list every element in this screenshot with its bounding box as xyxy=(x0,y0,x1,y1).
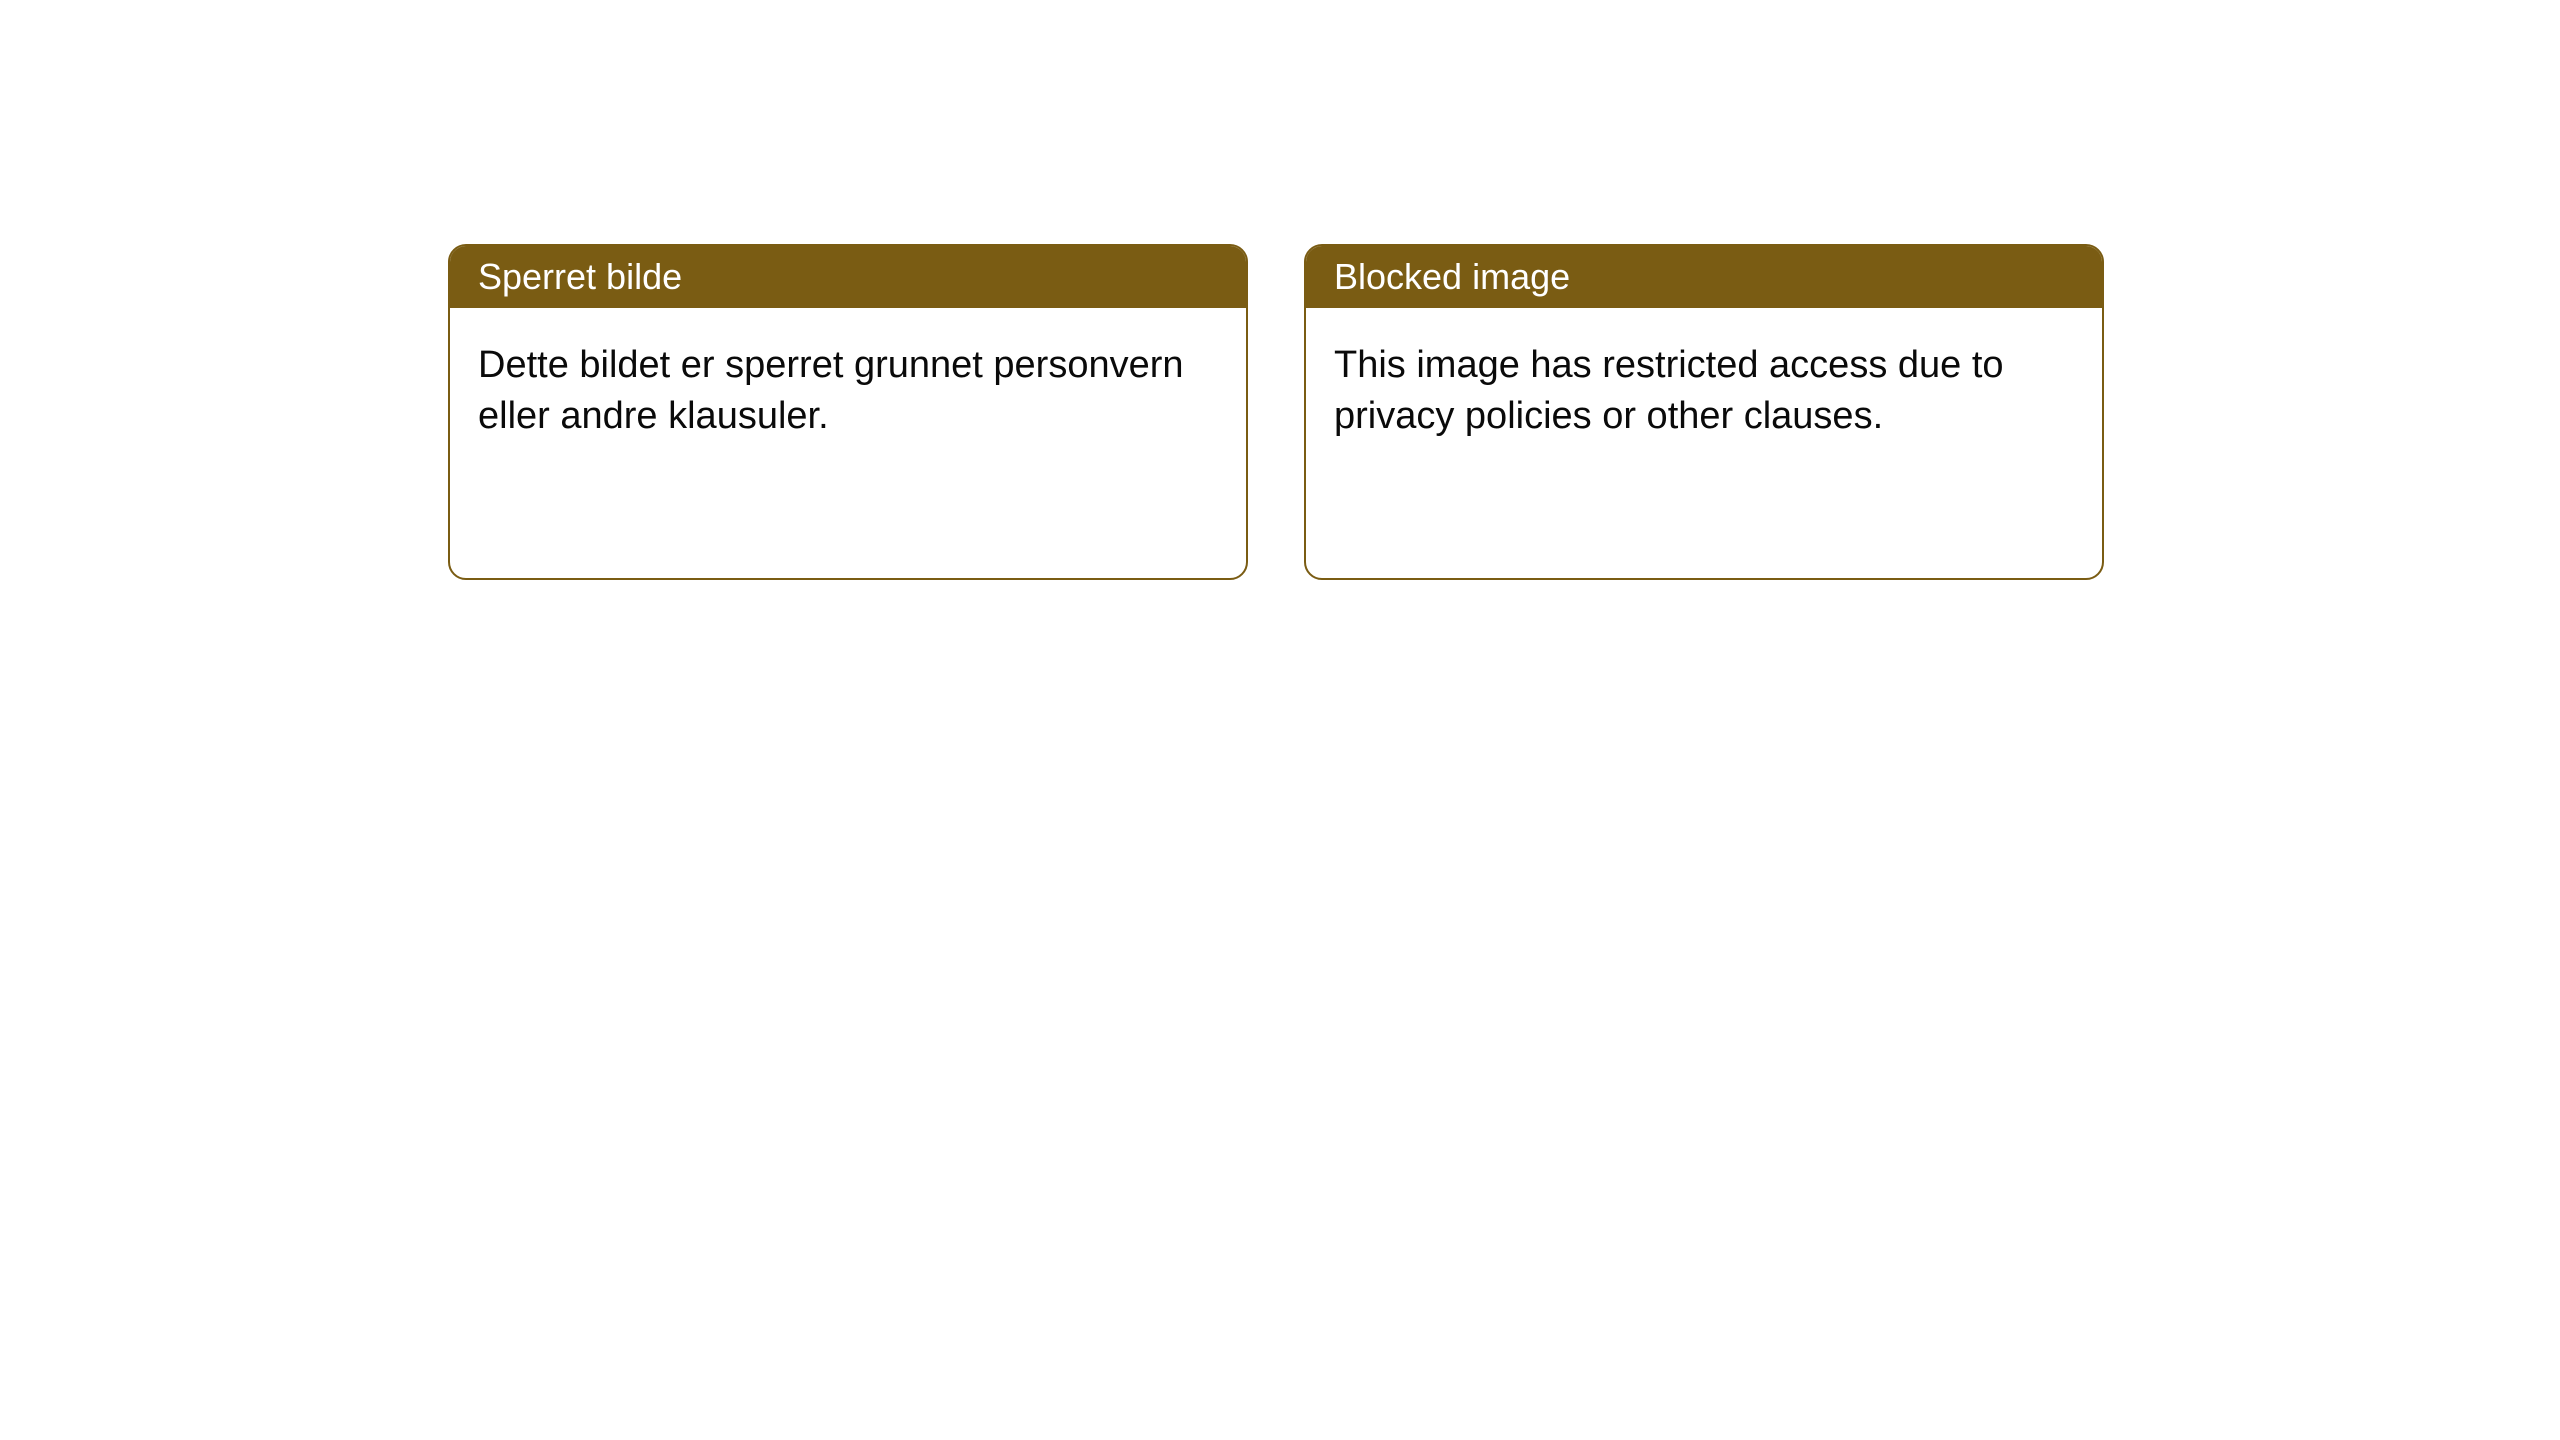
notice-body: Dette bildet er sperret grunnet personve… xyxy=(450,308,1246,475)
notice-header: Blocked image xyxy=(1306,246,2102,308)
notice-container: Sperret bilde Dette bildet er sperret gr… xyxy=(448,244,2104,580)
notice-header: Sperret bilde xyxy=(450,246,1246,308)
notice-body: This image has restricted access due to … xyxy=(1306,308,2102,475)
notice-card-english: Blocked image This image has restricted … xyxy=(1304,244,2104,580)
notice-card-norwegian: Sperret bilde Dette bildet er sperret gr… xyxy=(448,244,1248,580)
